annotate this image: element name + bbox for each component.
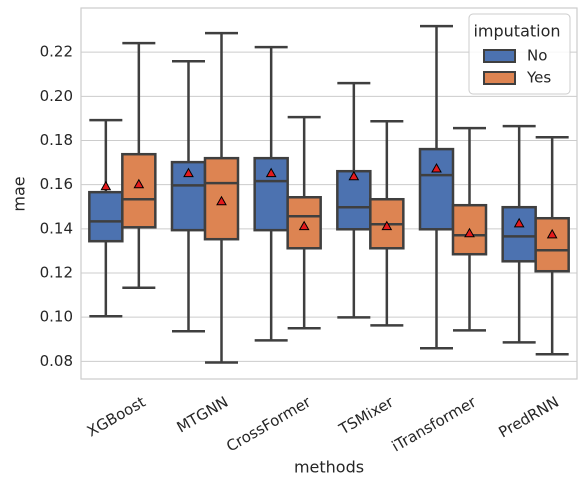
x-tick-label: PredRNN <box>496 393 562 442</box>
mean-marker <box>348 170 360 181</box>
box <box>501 205 537 263</box>
mean-marker <box>216 195 227 206</box>
y-tick-label: 0.20 <box>40 87 73 105</box>
x-tick-label: TSMixer <box>335 392 397 438</box>
mean-marker <box>464 227 475 238</box>
legend-swatch <box>483 71 516 85</box>
box <box>534 216 570 273</box>
y-tick-label: 0.22 <box>40 43 73 61</box>
y-axis-label: mae <box>10 176 29 211</box>
box <box>88 190 124 243</box>
legend-title: imputation <box>473 22 560 41</box>
x-tick-label: iTransformer <box>389 392 480 455</box>
legend-label: Yes <box>526 69 551 87</box>
y-tick-label: 0.08 <box>40 352 73 370</box>
mean-marker <box>298 220 310 231</box>
plot-frame <box>80 7 578 380</box>
box <box>121 152 157 229</box>
y-tick-label: 0.12 <box>40 264 73 282</box>
x-tick-label: CrossFormer <box>223 392 314 455</box>
box <box>451 203 488 256</box>
mean-marker <box>100 180 112 191</box>
x-tick-label: MTGNN <box>174 393 232 437</box>
x-axis-label: methods <box>294 458 364 477</box>
legend-swatch <box>483 49 516 63</box>
mean-marker <box>183 167 194 178</box>
x-tick-label: XGBoost <box>84 393 149 441</box>
mean-marker <box>381 220 393 231</box>
legend-label: No <box>527 47 547 65</box>
box <box>418 147 455 231</box>
y-tick-label: 0.10 <box>40 308 73 326</box>
mean-marker <box>546 228 558 239</box>
mean-marker <box>431 163 442 173</box>
y-tick-label: 0.14 <box>40 219 73 237</box>
y-tick-label: 0.16 <box>40 175 73 193</box>
mean-marker <box>133 178 145 189</box>
mean-marker <box>513 217 525 228</box>
y-tick-label: 0.18 <box>40 131 73 149</box>
mean-marker <box>265 167 277 178</box>
